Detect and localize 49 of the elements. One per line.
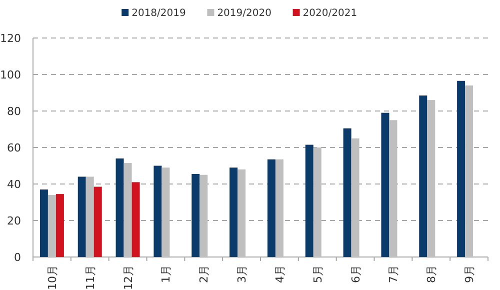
y-tick-label: 40 [7, 178, 21, 191]
x-tick-label: 9月 [463, 265, 476, 283]
bar [267, 159, 276, 257]
y-tick-label: 80 [7, 105, 21, 118]
bar [419, 95, 428, 257]
legend-label: 2018/2019 [132, 8, 186, 19]
x-tick-label: 4月 [273, 265, 286, 283]
x-tick-label: 6月 [349, 265, 362, 283]
y-tick-label: 60 [7, 142, 21, 154]
bar [86, 176, 94, 257]
x-tick-label: 7月 [387, 265, 400, 283]
bar [192, 174, 200, 257]
y-tick-label: 20 [7, 214, 21, 228]
bar [313, 148, 322, 257]
bar [154, 166, 162, 257]
bar [343, 128, 352, 257]
bar [116, 158, 124, 257]
bar [230, 168, 238, 257]
bar [48, 194, 56, 257]
bar [465, 85, 474, 257]
bar [56, 194, 64, 257]
x-tick-label: 3月 [236, 265, 249, 283]
legend-label: 2020/2021 [302, 8, 358, 19]
bar [381, 112, 390, 257]
bar [94, 186, 102, 257]
x-tick-label: 2月 [198, 265, 211, 283]
bar [351, 138, 360, 257]
x-tick-label: 11月 [84, 265, 97, 290]
bar [162, 168, 170, 257]
bar [200, 174, 208, 257]
x-tick-label: 10月 [46, 265, 59, 290]
bar [427, 100, 436, 257]
x-tick-label: 12月 [122, 265, 135, 290]
legend-label: 2019/2020 [217, 8, 272, 19]
bar [132, 182, 140, 257]
y-tick-label: 100 [0, 68, 21, 82]
bar [40, 189, 48, 257]
x-tick-label: 5月 [311, 265, 324, 283]
bar [275, 159, 284, 257]
bar [389, 120, 398, 257]
bar [238, 169, 246, 257]
bar [124, 163, 132, 257]
bar [457, 80, 466, 257]
bar [78, 176, 86, 257]
bar [305, 144, 314, 257]
y-tick-label: 120 [0, 32, 21, 45]
y-tick-label: 0 [14, 251, 21, 264]
x-tick-label: 8月 [425, 265, 438, 283]
x-tick-label: 1月 [160, 265, 173, 283]
